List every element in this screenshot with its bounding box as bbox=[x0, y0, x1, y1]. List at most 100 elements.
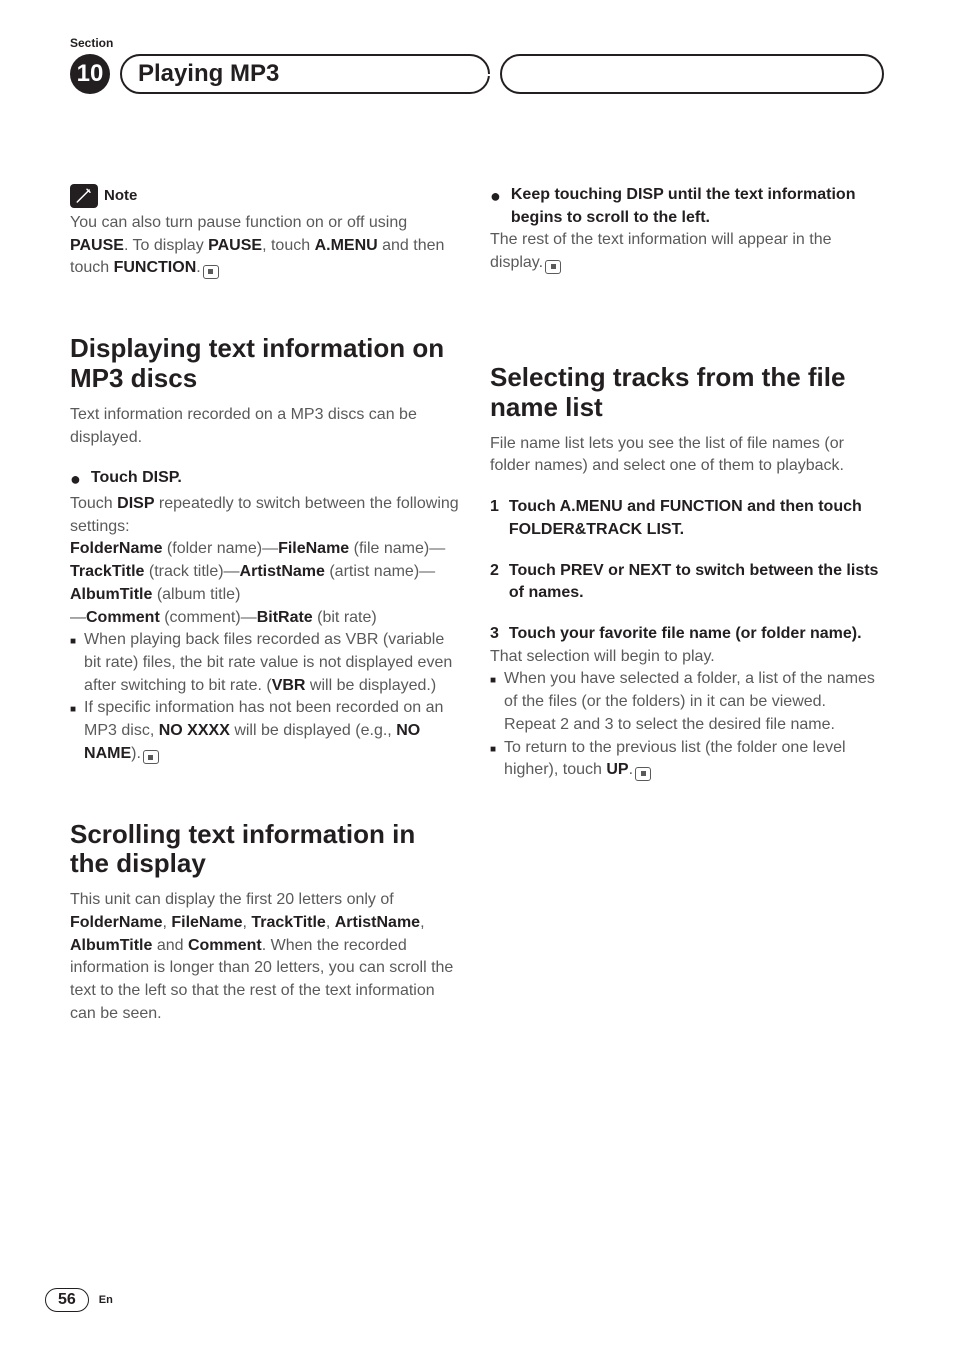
step-number: 1 bbox=[490, 496, 499, 541]
body-text: File name list lets you see the list of … bbox=[490, 433, 880, 478]
text: will be displayed (e.g., bbox=[230, 722, 396, 739]
end-icon bbox=[635, 767, 651, 781]
square-bullet-icon: ■ bbox=[70, 629, 76, 697]
kw-artistname: ArtistName bbox=[240, 563, 325, 580]
end-icon bbox=[545, 260, 561, 274]
step-keep-touching-disp: ● Keep touching DISP until the text info… bbox=[490, 184, 880, 229]
kw-bitrate: BitRate bbox=[257, 609, 313, 626]
step-3: 3 Touch your favorite file name (or fold… bbox=[490, 623, 880, 646]
text: ). bbox=[131, 745, 141, 762]
text: (folder name)— bbox=[162, 540, 278, 557]
body-text: Touch DISP repeatedly to switch between … bbox=[70, 493, 460, 538]
kw-filename: FileName bbox=[171, 914, 242, 931]
kw-pause: PAUSE bbox=[208, 237, 262, 254]
square-bullet-icon: ■ bbox=[490, 668, 496, 736]
body-text: That selection will begin to play. bbox=[490, 646, 880, 669]
chapter-title-pill: Playing MP3 bbox=[120, 54, 490, 94]
kw-pause: PAUSE bbox=[70, 237, 124, 254]
kw-tracktitle: TrackTitle bbox=[70, 563, 144, 580]
bullet-icon: ● bbox=[490, 184, 501, 229]
step-title: Touch DISP. bbox=[91, 467, 182, 493]
note-header: Note bbox=[70, 184, 460, 208]
text: (comment)— bbox=[160, 609, 257, 626]
end-icon bbox=[143, 750, 159, 764]
text: , bbox=[420, 914, 424, 931]
right-column: ● Keep touching DISP until the text info… bbox=[490, 184, 880, 1026]
page: Section 10 Playing MP3 Note You can also… bbox=[0, 0, 954, 1352]
end-icon bbox=[203, 265, 219, 279]
page-number: 56 bbox=[45, 1288, 89, 1312]
kw-artistname: ArtistName bbox=[335, 914, 420, 931]
step-title: Touch A.MENU and FUNCTION and then touch… bbox=[509, 496, 880, 541]
body-text: When playing back files recorded as VBR … bbox=[84, 629, 460, 697]
step-2: 2 Touch PREV or NEXT to switch between t… bbox=[490, 560, 880, 605]
kw-foldername: FolderName bbox=[70, 914, 162, 931]
chapter-title: Playing MP3 bbox=[138, 60, 279, 88]
blank-pill bbox=[500, 54, 884, 94]
step-title: Touch PREV or NEXT to switch between the… bbox=[509, 560, 880, 605]
kw-function: FUNCTION bbox=[114, 259, 197, 276]
chapter-number-badge: 10 bbox=[70, 54, 110, 94]
text: You can also turn pause function on or o… bbox=[70, 214, 407, 231]
language-label: En bbox=[99, 1294, 113, 1306]
body-text: The rest of the text information will ap… bbox=[490, 229, 880, 274]
left-column: Note You can also turn pause function on… bbox=[70, 184, 460, 1026]
step-title: Touch your favorite file name (or folder… bbox=[509, 623, 862, 646]
text: . To display bbox=[124, 237, 208, 254]
kw-disp: DISP bbox=[117, 495, 154, 512]
sub-bullet-folder-list: ■ When you have selected a folder, a lis… bbox=[490, 668, 880, 736]
text: , touch bbox=[262, 237, 314, 254]
step-number: 3 bbox=[490, 623, 499, 646]
text: Touch bbox=[70, 495, 117, 512]
text: will be displayed.) bbox=[305, 677, 436, 694]
kw-comment: Comment bbox=[188, 937, 262, 954]
kw-noxxxx: NO XXXX bbox=[159, 722, 230, 739]
text: , bbox=[326, 914, 335, 931]
kw-amenu: A.MENU bbox=[315, 237, 378, 254]
text: . bbox=[196, 259, 200, 276]
text: (file name)— bbox=[349, 540, 445, 557]
kw-albumtitle: AlbumTitle bbox=[70, 586, 152, 603]
sub-bullet-vbr: ■ When playing back files recorded as VB… bbox=[70, 629, 460, 697]
text: . bbox=[629, 761, 633, 778]
step-number: 2 bbox=[490, 560, 499, 605]
body-text: If specific information has not been rec… bbox=[84, 697, 460, 765]
square-bullet-icon: ■ bbox=[70, 697, 76, 765]
step-1: 1 Touch A.MENU and FUNCTION and then tou… bbox=[490, 496, 880, 541]
text: (track title)— bbox=[144, 563, 239, 580]
page-header: 10 Playing MP3 bbox=[70, 54, 884, 94]
step-touch-disp: ● Touch DISP. bbox=[70, 467, 460, 493]
content-columns: Note You can also turn pause function on… bbox=[70, 184, 884, 1026]
body-text: When you have selected a folder, a list … bbox=[504, 668, 880, 736]
kw-up: UP bbox=[606, 761, 628, 778]
body-text: Text information recorded on a MP3 discs… bbox=[70, 404, 460, 449]
text: To return to the previous list (the fold… bbox=[504, 739, 846, 779]
body-text: To return to the previous list (the fold… bbox=[504, 737, 880, 782]
text: (bit rate) bbox=[313, 609, 377, 626]
bullet-icon: ● bbox=[70, 467, 81, 493]
heading-scrolling-text: Scrolling text information in the displa… bbox=[70, 820, 460, 880]
kw-foldername: FolderName bbox=[70, 540, 162, 557]
kw-filename: FileName bbox=[278, 540, 349, 557]
heading-selecting-tracks: Selecting tracks from the file name list bbox=[490, 363, 880, 423]
note-body: You can also turn pause function on or o… bbox=[70, 212, 460, 280]
kw-albumtitle: AlbumTitle bbox=[70, 937, 152, 954]
text: This unit can display the first 20 lette… bbox=[70, 891, 394, 908]
kw-comment: Comment bbox=[86, 609, 160, 626]
text: (artist name)— bbox=[325, 563, 435, 580]
sub-bullet-noxxxx: ■ If specific information has not been r… bbox=[70, 697, 460, 765]
step-title: Keep touching DISP until the text inform… bbox=[511, 184, 880, 229]
display-sequence: FolderName (folder name)—FileName (file … bbox=[70, 538, 460, 629]
sub-bullet-return-up: ■ To return to the previous list (the fo… bbox=[490, 737, 880, 782]
square-bullet-icon: ■ bbox=[490, 737, 496, 782]
body-text: This unit can display the first 20 lette… bbox=[70, 889, 460, 1025]
kw-tracktitle: TrackTitle bbox=[251, 914, 325, 931]
text: and bbox=[152, 937, 188, 954]
section-label: Section bbox=[70, 36, 884, 50]
note-label: Note bbox=[104, 185, 137, 206]
text: The rest of the text information will ap… bbox=[490, 231, 832, 271]
kw-vbr: VBR bbox=[272, 677, 306, 694]
page-footer: 56 En bbox=[45, 1288, 113, 1312]
heading-displaying-text: Displaying text information on MP3 discs bbox=[70, 334, 460, 394]
note-icon bbox=[70, 184, 98, 208]
